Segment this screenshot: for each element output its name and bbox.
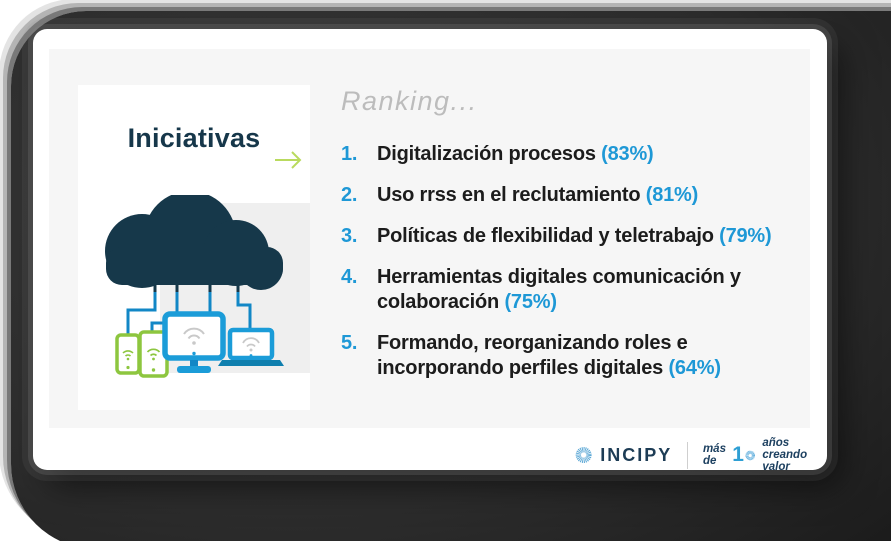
ranking-item-percent: (79%) bbox=[719, 225, 772, 247]
arrow-right-icon bbox=[275, 151, 302, 169]
ranking-item: 3. Políticas de flexibilidad y teletraba… bbox=[341, 224, 811, 249]
brand-footer: INCIPY más de 1 años creando valor bbox=[575, 437, 827, 473]
ranking-item-percent: (64%) bbox=[668, 357, 721, 379]
ranking-item-label: Formando, reorganizando roles e incorpor… bbox=[377, 332, 721, 379]
footer-divider bbox=[687, 441, 688, 469]
ranking-item: 2. Uso rrss en el reclutamiento (81%) bbox=[341, 183, 811, 208]
ranking-item-number: 1. bbox=[341, 143, 358, 165]
ranking-item-number: 5. bbox=[341, 332, 358, 354]
cloud-icon bbox=[105, 195, 283, 290]
ranking-item-label: Políticas de flexibilidad y teletrabajo … bbox=[377, 225, 772, 247]
ranking-item-percent: (83%) bbox=[601, 143, 654, 165]
ranking-item-percent: (81%) bbox=[645, 184, 699, 206]
ranking-item-label: Digitalización procesos (83%) bbox=[377, 143, 654, 165]
ranking-item-number: 3. bbox=[341, 225, 358, 247]
ranking-item-percent: (75%) bbox=[504, 291, 557, 313]
ranking-item: 4. Herramientas digitales comunicación y… bbox=[341, 265, 811, 315]
ranking-item-label: Herramientas digitales comunicación y co… bbox=[377, 266, 741, 313]
ranking-item-label: Uso rrss en el reclutamiento (81%) bbox=[377, 184, 699, 206]
brand-tagline: más de 1 años creando valor bbox=[703, 437, 827, 473]
wifi-icon bbox=[183, 327, 205, 345]
line-stubs bbox=[153, 283, 240, 292]
wifi-icon bbox=[122, 350, 134, 361]
presentation-slide: Iniciativas bbox=[33, 29, 827, 473]
cloud-devices-illustration bbox=[105, 195, 310, 378]
ranking-title: Ranking... bbox=[341, 86, 478, 116]
ranking-list: 1. Digitalización procesos (83%) 2. Uso … bbox=[341, 142, 811, 381]
smartphone-icon bbox=[115, 333, 141, 375]
card-title: Iniciativas bbox=[127, 123, 261, 153]
ten-starburst-icon bbox=[745, 450, 755, 460]
ranking-section: Ranking... 1. Digitalización procesos (8… bbox=[341, 86, 811, 397]
tagline-number: 1 bbox=[732, 443, 744, 466]
ranking-item: 1. Digitalización procesos (83%) bbox=[341, 142, 811, 167]
tagline-prefix: más de bbox=[702, 443, 726, 467]
monitor-icon bbox=[162, 311, 226, 373]
iniciativas-card: Iniciativas bbox=[78, 85, 310, 410]
wifi-icon bbox=[146, 348, 161, 361]
laptop-icon bbox=[218, 327, 284, 366]
tagline-suffix: años creando valor bbox=[762, 437, 808, 473]
wifi-icon bbox=[242, 337, 260, 352]
ranking-item: 5. Formando, reorganizando roles e incor… bbox=[341, 331, 811, 381]
brand-name: INCIPY bbox=[600, 444, 673, 465]
ranking-item-number: 4. bbox=[341, 266, 358, 288]
ranking-item-number: 2. bbox=[341, 184, 358, 206]
incipy-logo-icon bbox=[575, 447, 592, 463]
